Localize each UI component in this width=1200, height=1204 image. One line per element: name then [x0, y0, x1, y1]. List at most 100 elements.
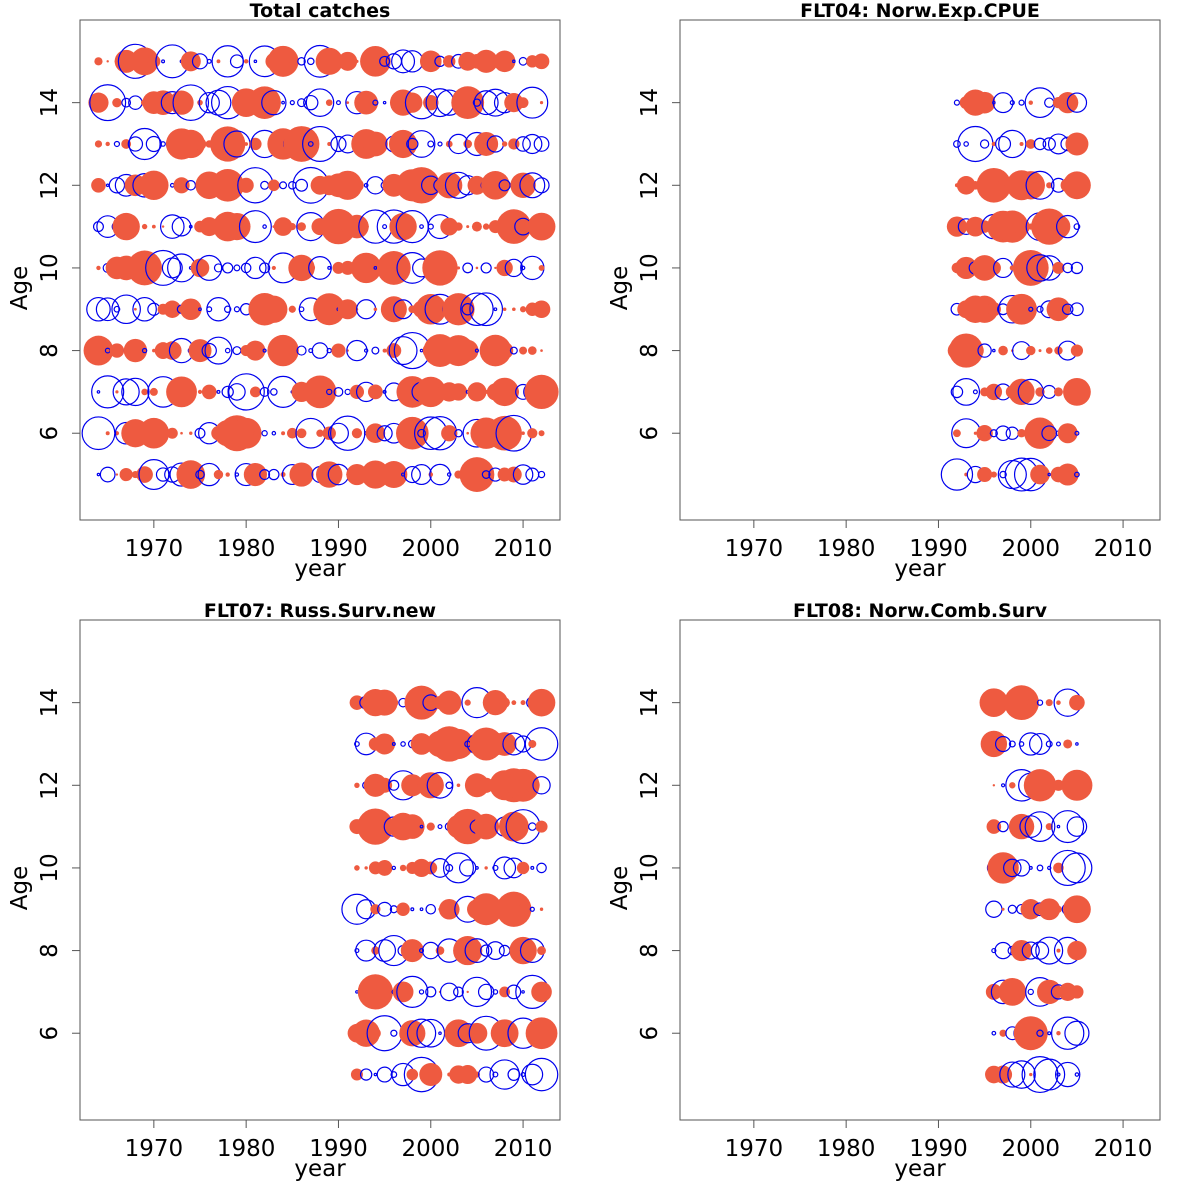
bubble-negative	[438, 1031, 442, 1036]
bubble-positive	[133, 307, 137, 311]
bubble-positive	[147, 54, 161, 68]
bubble-positive	[1045, 699, 1053, 707]
bubble-positive	[973, 91, 996, 114]
bubble-positive	[516, 861, 530, 875]
bubble-negative	[407, 130, 436, 158]
bubble-negative	[206, 297, 231, 322]
bubble-positive	[985, 983, 1002, 1000]
bubble-positive	[190, 258, 210, 278]
bubble-negative	[520, 265, 526, 271]
y-tick-label: 6	[637, 1026, 663, 1041]
bubble-negative	[995, 425, 1011, 442]
bubble-negative	[537, 470, 546, 479]
bubble-negative	[346, 339, 368, 362]
bubble-negative	[524, 727, 559, 761]
bubble-negative	[195, 469, 205, 480]
bubble-positive	[216, 59, 221, 64]
bubble-negative	[989, 429, 998, 438]
bubble-negative	[1036, 699, 1044, 706]
bubble-positive	[1056, 948, 1061, 953]
bubble-positive	[149, 387, 158, 396]
bubble-negative	[492, 989, 499, 995]
bubble-negative	[221, 385, 234, 399]
bubble-negative	[530, 865, 535, 870]
bubble-negative	[281, 100, 285, 105]
panel-2: FLT04: Norw.Exp.CPUE 1970 1980 1990 2000 2010…	[607, 0, 1161, 582]
bubble-negative	[121, 97, 132, 108]
bubble-positive	[189, 431, 193, 435]
bubble-positive	[502, 307, 507, 312]
bubble-positive	[288, 254, 315, 282]
bubble-positive	[286, 344, 299, 357]
bubble-negative	[529, 906, 535, 912]
bubble-positive	[1069, 694, 1085, 711]
bubble-positive	[281, 431, 286, 436]
bubble-positive	[475, 266, 479, 270]
bubble-negative	[229, 54, 244, 69]
bubble-positive	[990, 471, 997, 478]
bubble-negative	[376, 425, 393, 442]
bubble-positive	[377, 777, 393, 793]
bubble-positive	[1013, 1016, 1048, 1051]
bubble-negative	[950, 385, 964, 399]
bubble-positive	[492, 732, 517, 756]
bubble-positive	[510, 172, 536, 198]
bubble-negative	[1036, 864, 1044, 872]
bubble-positive	[1012, 250, 1049, 286]
bubble-positive	[467, 382, 487, 402]
bubble-positive	[351, 428, 363, 439]
bubble-negative	[268, 468, 280, 481]
bubble-negative	[1028, 865, 1033, 870]
bubble-positive	[456, 266, 461, 270]
bubble-negative	[1047, 472, 1052, 477]
bubble-positive	[1052, 261, 1065, 274]
bubble-positive	[1030, 464, 1050, 485]
bubble-positive	[404, 685, 439, 720]
bubble-negative	[111, 294, 141, 325]
x-tick-label: 2010	[494, 536, 553, 562]
bubble-positive	[478, 777, 494, 793]
bubble-negative	[240, 262, 252, 274]
bubble-negative	[161, 257, 183, 279]
bubble-positive	[352, 1019, 380, 1047]
bubble-negative	[95, 297, 120, 322]
x-tick-label: 1990	[909, 1136, 968, 1162]
bubble-negative	[469, 292, 504, 327]
bubble-positive	[223, 213, 251, 241]
bubble-positive	[160, 182, 166, 188]
bubble-negative	[224, 347, 231, 354]
bubble-positive	[1067, 940, 1087, 961]
panel-title: FLT04: Norw.Exp.CPUE	[800, 0, 1040, 22]
bubble-negative	[1005, 426, 1020, 440]
x-tick-label: 1970	[725, 536, 784, 562]
bubble-positive	[538, 430, 545, 437]
bubble-negative	[1047, 133, 1069, 155]
bubble-positive	[998, 345, 1008, 356]
bubble-positive	[463, 139, 472, 149]
y-axis-label: Age	[7, 266, 33, 310]
bubble-negative	[442, 852, 474, 884]
bubble-negative	[475, 866, 479, 870]
bubble-positive	[327, 141, 332, 146]
x-axis-label: year	[894, 556, 946, 582]
y-axis-label: Age	[7, 866, 33, 910]
bubble-negative	[296, 345, 307, 356]
bubble-positive	[1025, 139, 1036, 149]
bubble-negative	[991, 947, 997, 954]
bubble-positive	[354, 782, 360, 788]
bubble-positive	[123, 338, 148, 363]
bubble-negative	[1036, 1029, 1044, 1037]
bubble-negative	[1064, 1020, 1090, 1046]
bubble-positive	[248, 86, 281, 119]
x-tick-label: 2010	[1094, 1136, 1153, 1162]
bubble-positive	[288, 305, 296, 313]
y-tick-label: 14	[637, 88, 663, 117]
bubble-negative	[429, 463, 451, 486]
bubble-positive	[1070, 344, 1084, 357]
bubble-negative	[417, 428, 426, 438]
panel-1: Total catches 1970 1980 1990 2000 2010 6 8 10 12 1…	[7, 0, 561, 582]
y-tick-label: 12	[37, 771, 63, 800]
bubble-positive	[456, 339, 479, 362]
bubble-negative	[289, 100, 295, 106]
